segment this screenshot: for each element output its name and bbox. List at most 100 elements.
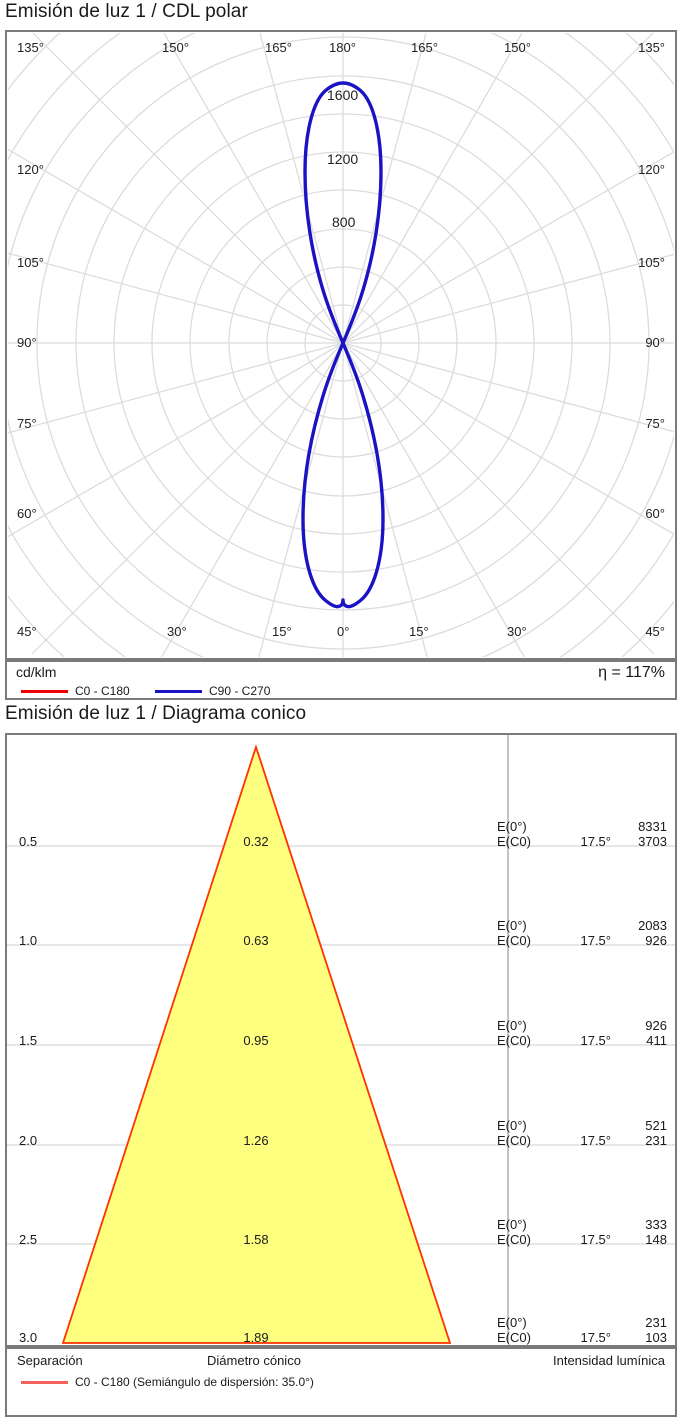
cone-footer-panel: Separación Diámetro cónico Intensidad lu… — [5, 1347, 677, 1417]
cone-ec0-key-0: E(C0) — [497, 834, 531, 849]
polar-angle-label-top-150b: 150° — [504, 40, 531, 55]
cone-column-header-separation: Separación — [17, 1353, 83, 1368]
polar-chart-frame: 135° 120° 105° 90° 75° 60° 45° 135° 120°… — [5, 30, 677, 660]
polar-unit-label: cd/klm — [16, 664, 57, 680]
legend-swatch-red-icon — [21, 689, 68, 693]
cone-diameter-5: 1.89 — [243, 1330, 269, 1345]
cone-intensity-5: E(0°) 231 E(C0) 17.5° 103 — [497, 1315, 667, 1345]
cone-diameter-0: 0.32 — [243, 834, 269, 849]
cone-diagram-svg — [7, 735, 675, 1344]
polar-angle-label-bottom-15a: 15° — [272, 624, 292, 639]
cone-ec0-angle-2: 17.5° — [580, 1033, 611, 1048]
polar-angle-label-left-60: 60° — [17, 506, 37, 521]
cone-ec0-value-2: 411 — [646, 1033, 667, 1048]
cone-ec0-angle-0: 17.5° — [580, 834, 611, 849]
cone-intensity-4: E(0°) 333 E(C0) 17.5° 148 — [497, 1217, 667, 1247]
cone-legend-label: C0 - C180 (Semiángulo de dispersión: 35.… — [75, 1375, 314, 1389]
polar-angle-label-right-105: 105° — [638, 255, 665, 270]
cone-ec0-key-5: E(C0) — [497, 1330, 531, 1345]
cone-intensity-3: E(0°) 521 E(C0) 17.5° 231 — [497, 1118, 667, 1148]
cone-diameter-4: 1.58 — [243, 1232, 269, 1247]
cone-e0-angle-3 — [559, 1118, 611, 1133]
polar-angle-label-right-75: 75° — [645, 416, 665, 431]
polar-section-title: Emisión de luz 1 / CDL polar — [5, 1, 248, 22]
cone-separation-3: 2.0 — [19, 1133, 38, 1148]
cone-separation-1: 1.0 — [19, 933, 38, 948]
cone-ec0-angle-4: 17.5° — [580, 1232, 611, 1247]
cone-ec0-key-4: E(C0) — [497, 1232, 531, 1247]
cone-e0-angle-5 — [559, 1315, 611, 1330]
cone-ec0-key-2: E(C0) — [497, 1033, 531, 1048]
polar-angle-label-bottom-15b: 15° — [409, 624, 429, 639]
polar-angle-label-bottom-30b: 30° — [507, 624, 527, 639]
polar-radial-label-1600: 1600 — [327, 87, 359, 103]
cone-legend-item[interactable]: C0 - C180 (Semiángulo de dispersión: 35.… — [21, 1375, 314, 1389]
legend-item-c0-c180[interactable]: C0 - C180 — [21, 684, 130, 698]
cone-column-header-intensity: Intensidad lumínica — [552, 1353, 665, 1368]
polar-angle-label-left-105: 105° — [17, 255, 44, 270]
polar-angle-label-left-75: 75° — [17, 416, 37, 431]
cone-legend-swatch-icon — [21, 1380, 68, 1384]
cone-intensity-0: E(0°) 8331 E(C0) 17.5° 3703 — [497, 819, 667, 849]
cone-e0-key-2: E(0°) — [497, 1018, 527, 1033]
polar-angle-label-right-90: 90° — [645, 335, 665, 350]
cone-ec0-angle-5: 17.5° — [580, 1330, 611, 1345]
legend-swatch-blue-icon — [155, 689, 202, 693]
cone-diameter-3: 1.26 — [243, 1133, 269, 1148]
cone-separation-2: 1.5 — [19, 1033, 38, 1048]
cone-ec0-value-0: 3703 — [638, 834, 667, 849]
cone-ec0-value-4: 148 — [645, 1232, 667, 1247]
cone-ec0-key-1: E(C0) — [497, 933, 531, 948]
cone-diameter-1: 0.63 — [243, 933, 269, 948]
cone-e0-value-5: 231 — [645, 1315, 667, 1330]
cone-e0-key-1: E(0°) — [497, 918, 527, 933]
legend-label-c90-c270: C90 - C270 — [209, 684, 271, 698]
cone-ec0-value-5: 103 — [645, 1330, 667, 1345]
legend-label-c0-c180: C0 - C180 — [75, 684, 130, 698]
cone-diagram-frame: 0.5 1.0 1.5 2.0 2.5 3.0 0.32 0.63 0.95 1… — [5, 733, 677, 1347]
polar-angle-label-left-90: 90° — [17, 335, 37, 350]
cone-e0-value-3: 521 — [645, 1118, 667, 1133]
polar-angle-label-top-180: 180° — [329, 40, 356, 55]
polar-angle-label-left-135: 135° — [17, 40, 44, 55]
cone-e0-angle-1 — [559, 918, 611, 933]
polar-angle-label-top-165a: 165° — [265, 40, 292, 55]
cone-e0-value-4: 333 — [645, 1217, 667, 1232]
cone-e0-key-3: E(0°) — [497, 1118, 527, 1133]
polar-angle-label-right-120: 120° — [638, 162, 665, 177]
cone-e0-angle-0 — [559, 819, 611, 834]
cone-ec0-angle-1: 17.5° — [580, 933, 611, 948]
polar-efficiency-label: η = 117% — [598, 664, 665, 681]
polar-radial-label-1200: 1200 — [327, 151, 359, 167]
cone-separation-4: 2.5 — [19, 1232, 38, 1247]
polar-angle-label-bottom-30a: 30° — [167, 624, 187, 639]
polar-angle-label-right-60: 60° — [645, 506, 665, 521]
curve-c90-c270 — [301, 81, 385, 609]
cone-e0-value-0: 8331 — [638, 819, 667, 834]
polar-angle-label-bottom-0: 0° — [337, 624, 350, 639]
cone-e0-key-0: E(0°) — [497, 819, 527, 834]
cone-separation-5: 3.0 — [19, 1330, 38, 1345]
cone-e0-value-2: 926 — [645, 1018, 667, 1033]
polar-radial-label-800: 800 — [332, 214, 356, 230]
cone-section-title: Emisión de luz 1 / Diagrama conico — [5, 703, 307, 724]
cone-beam-shape — [61, 744, 452, 1344]
polar-angle-label-left-45: 45° — [17, 624, 37, 639]
cone-ec0-key-3: E(C0) — [497, 1133, 531, 1148]
legend-item-c90-c270[interactable]: C90 - C270 — [155, 684, 270, 698]
polar-legend-panel: cd/klm η = 117% C0 - C180 C90 - C270 — [5, 660, 677, 700]
cone-e0-value-1: 2083 — [638, 918, 667, 933]
cone-e0-angle-2 — [559, 1018, 611, 1033]
polar-angle-label-right-135: 135° — [638, 40, 665, 55]
cone-diameter-2: 0.95 — [243, 1033, 269, 1048]
cone-intensity-2: E(0°) 926 E(C0) 17.5° 411 — [497, 1018, 667, 1048]
polar-angle-label-top-165b: 165° — [411, 40, 438, 55]
polar-grid — [8, 33, 674, 657]
cone-ec0-value-3: 231 — [645, 1133, 667, 1148]
cone-ec0-value-1: 926 — [645, 933, 667, 948]
cone-intensity-1: E(0°) 2083 E(C0) 17.5° 926 — [497, 918, 667, 948]
cone-ec0-angle-3: 17.5° — [580, 1133, 611, 1148]
polar-angle-label-left-120: 120° — [17, 162, 44, 177]
cone-e0-key-5: E(0°) — [497, 1315, 527, 1330]
